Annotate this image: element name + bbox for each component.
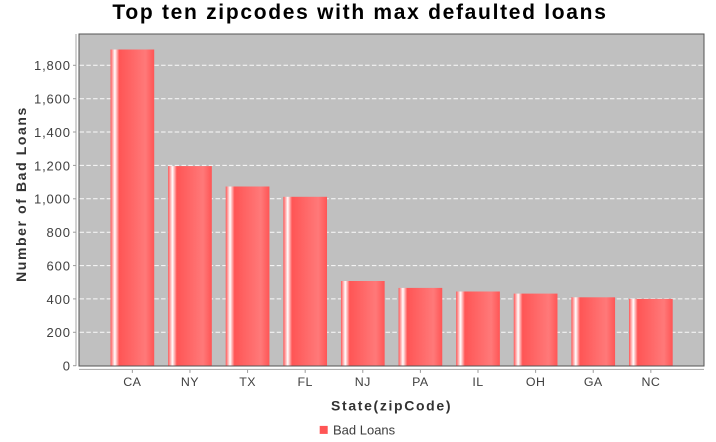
svg-text:NC: NC xyxy=(641,375,660,389)
svg-text:200: 200 xyxy=(47,325,71,340)
svg-text:TX: TX xyxy=(239,375,256,389)
svg-text:400: 400 xyxy=(47,292,71,307)
svg-text:Bad Loans: Bad Loans xyxy=(333,422,396,437)
svg-text:IL: IL xyxy=(472,375,483,389)
svg-text:1,200: 1,200 xyxy=(34,158,71,173)
svg-text:1,400: 1,400 xyxy=(34,125,71,140)
svg-text:1,000: 1,000 xyxy=(34,192,71,207)
svg-text:NY: NY xyxy=(181,375,199,389)
svg-text:1,600: 1,600 xyxy=(34,92,71,107)
svg-text:800: 800 xyxy=(47,225,71,240)
svg-text:CA: CA xyxy=(123,375,141,389)
svg-text:1,800: 1,800 xyxy=(34,58,71,73)
svg-text:0: 0 xyxy=(63,359,71,374)
svg-text:NJ: NJ xyxy=(355,375,371,389)
svg-text:GA: GA xyxy=(584,375,603,389)
svg-text:FL: FL xyxy=(297,375,312,389)
svg-text:Top ten zipcodes with max defa: Top ten zipcodes with max defaulted loan… xyxy=(112,1,607,24)
svg-text:State(zipCode): State(zipCode) xyxy=(331,397,452,413)
svg-text:PA: PA xyxy=(412,375,429,389)
svg-text:OH: OH xyxy=(526,375,546,389)
svg-text:Number of Bad Loans: Number of Bad Loans xyxy=(13,106,29,282)
svg-text:600: 600 xyxy=(47,259,71,274)
